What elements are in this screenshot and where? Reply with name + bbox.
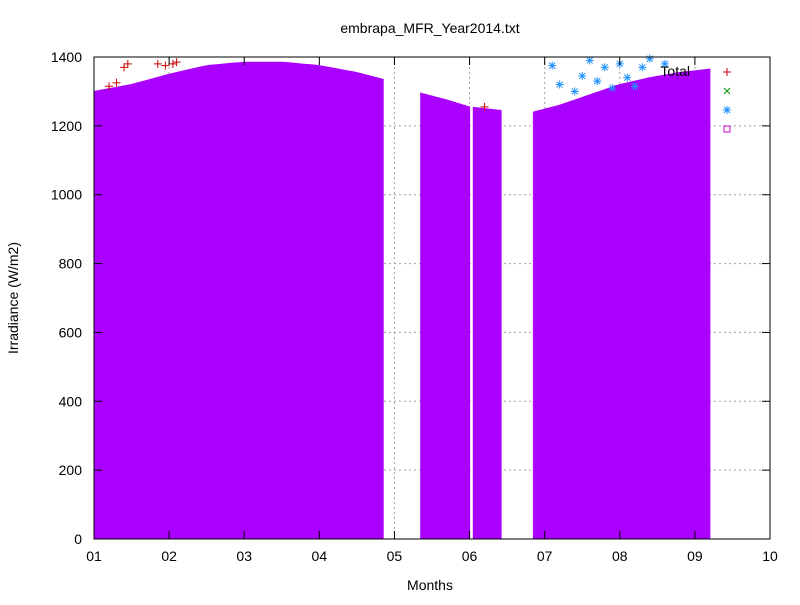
legend-symbol-star-icon xyxy=(723,106,731,114)
star-marker xyxy=(608,83,617,92)
plus-marker xyxy=(120,63,129,72)
marker-stroke xyxy=(593,77,601,85)
irradiance-area-segment xyxy=(472,106,502,540)
star-marker xyxy=(548,61,557,70)
legend-stroke xyxy=(723,87,731,95)
y-tick-label: 800 xyxy=(59,256,83,272)
plus-marker xyxy=(153,59,162,68)
x-tick-label: 06 xyxy=(462,548,478,564)
x-tick-label: 02 xyxy=(161,548,177,564)
x-axis-label: Months xyxy=(407,577,453,593)
marker-stroke xyxy=(661,60,669,68)
legend-symbol-plus-icon xyxy=(723,68,731,76)
marker-stroke xyxy=(571,88,579,95)
y-tick-label: 1000 xyxy=(51,187,82,203)
legend-label: Total xyxy=(660,63,690,79)
marker-stroke xyxy=(623,74,631,82)
marker-stroke xyxy=(556,81,564,88)
y-tick-label: 400 xyxy=(59,393,83,409)
star-marker xyxy=(578,71,587,80)
x-tick-label: 08 xyxy=(612,548,628,564)
plus-marker xyxy=(480,102,489,111)
marker-stroke xyxy=(578,72,586,80)
legend-symbol-square-icon xyxy=(723,125,731,133)
plus-marker xyxy=(172,58,181,67)
marker-stroke xyxy=(586,57,594,64)
legend-symbol-cross-icon xyxy=(723,87,731,95)
legend-stroke xyxy=(723,125,731,133)
chart-title: embrapa_MFR_Year2014.txt xyxy=(340,20,519,36)
legend: Total xyxy=(660,63,731,133)
irradiance-area-segment xyxy=(93,61,384,540)
marker-stroke xyxy=(638,63,646,71)
plus-marker xyxy=(112,78,121,87)
y-axis-label: Irradiance (W/m2) xyxy=(5,242,21,354)
star-marker xyxy=(638,63,647,72)
marker-stroke xyxy=(631,82,639,90)
star-marker xyxy=(630,82,639,91)
x-tick-label: 04 xyxy=(312,548,328,564)
marker-stroke xyxy=(548,62,556,69)
y-tick-label: 0 xyxy=(74,531,82,547)
irradiance-area-segment xyxy=(532,68,711,540)
star-marker xyxy=(623,73,632,82)
legend-stroke xyxy=(723,106,731,114)
marker-stroke xyxy=(601,63,609,71)
x-tick-label: 01 xyxy=(86,548,102,564)
plus-marker xyxy=(123,59,132,68)
star-marker xyxy=(660,59,669,68)
plus-marker xyxy=(161,61,170,70)
area-layer xyxy=(93,61,711,540)
plot-border xyxy=(93,56,771,540)
star-marker xyxy=(555,80,564,89)
y-tick-label: 200 xyxy=(59,462,83,478)
star-marker xyxy=(593,77,602,86)
x-tick-label: 03 xyxy=(236,548,252,564)
x-tick-label: 09 xyxy=(687,548,703,564)
star-marker xyxy=(645,54,654,63)
x-tick-label: 10 xyxy=(762,548,778,564)
star-marker xyxy=(600,63,609,72)
star-marker xyxy=(570,87,579,96)
plus-marker xyxy=(168,59,177,68)
y-tick-label: 1200 xyxy=(51,118,82,134)
star-marker xyxy=(585,56,594,65)
x-tick-label: 05 xyxy=(387,548,403,564)
marker-layer xyxy=(105,54,669,111)
plus-marker xyxy=(105,82,114,91)
marker-stroke xyxy=(608,84,616,92)
axis-layer: 0 200 400 600 800 1000 1200 1400 01 02 03 04 05 06 07 0… xyxy=(51,49,778,564)
irradiance-area-segment xyxy=(420,92,471,540)
y-tick-label: 1400 xyxy=(51,49,82,65)
y-tick-label: 600 xyxy=(59,324,83,340)
x-tick-label: 07 xyxy=(537,548,553,564)
